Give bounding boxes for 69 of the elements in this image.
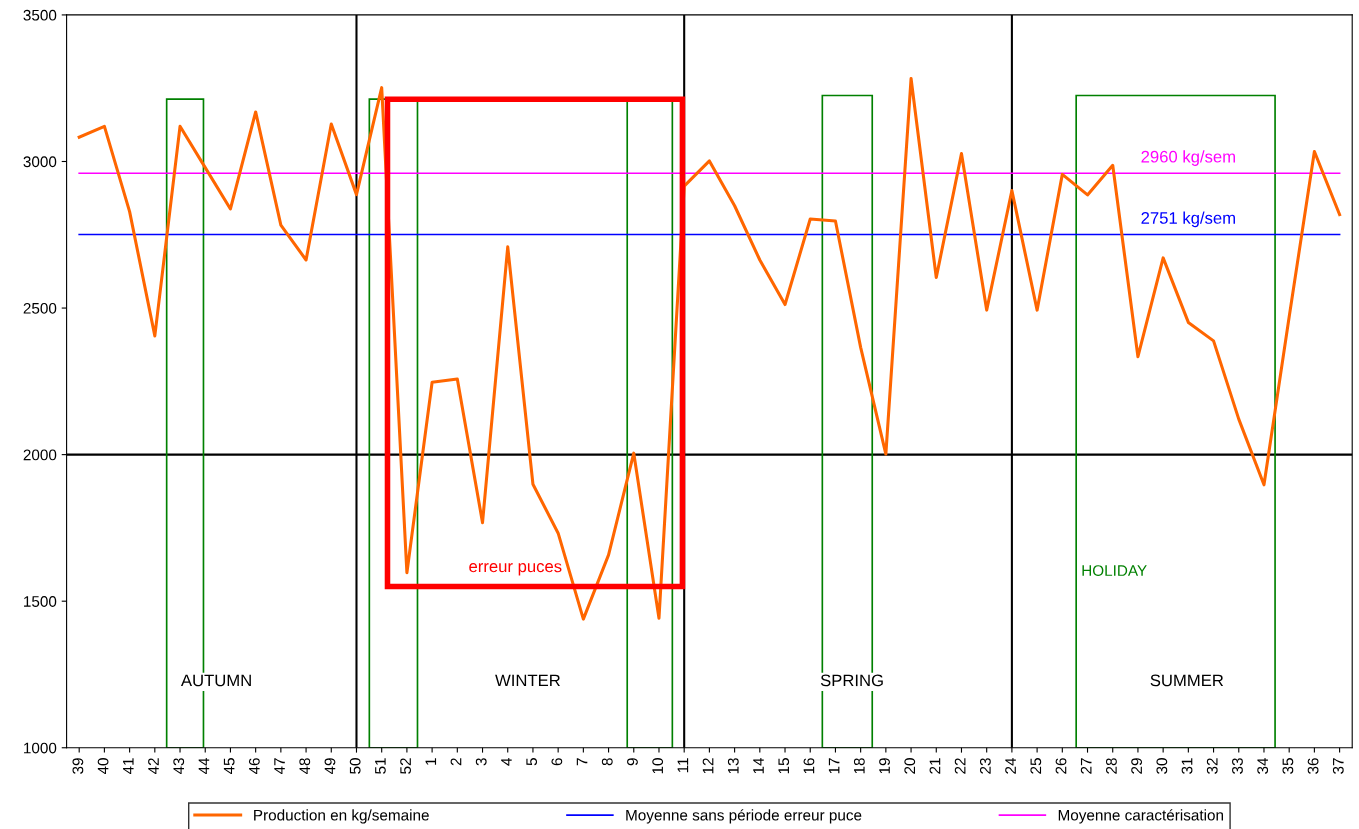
annotation: SUMMER bbox=[1150, 674, 1224, 687]
x-tick-label: 44 bbox=[198, 757, 210, 775]
annotation: AUTUMN bbox=[180, 674, 251, 687]
y-tick-label: 2000 bbox=[23, 449, 57, 461]
y-tick-label: 1000 bbox=[24, 742, 57, 754]
y-tick-label: 3000 bbox=[23, 156, 57, 168]
x-tick-label: 8 bbox=[601, 758, 613, 766]
x-tick-label: 24 bbox=[1005, 757, 1016, 774]
y-tick-label: 1500 bbox=[24, 596, 57, 607]
x-tick-label: 49 bbox=[324, 758, 336, 775]
x-tick-label: 28 bbox=[1106, 758, 1117, 774]
x-tick-label: 40 bbox=[97, 758, 109, 775]
x-tick-label: 47 bbox=[274, 758, 285, 775]
x-tick-label: 11 bbox=[677, 758, 689, 773]
annotation: SPRING bbox=[820, 674, 883, 687]
x-tick-label: 42 bbox=[148, 758, 159, 775]
annotation: erreur puces bbox=[469, 563, 562, 576]
x-tick-label: 2 bbox=[450, 758, 462, 766]
annotation: 2751 kg/sem bbox=[1141, 211, 1235, 228]
legend-label: Moyenne sans période erreur puce bbox=[626, 809, 862, 824]
x-tick-label: 32 bbox=[1206, 758, 1218, 774]
x-tick-label: 15 bbox=[778, 758, 790, 774]
x-tick-label: 33 bbox=[1232, 758, 1243, 774]
x-tick-label: 23 bbox=[979, 758, 991, 774]
x-tick-label: 41 bbox=[123, 758, 134, 775]
annotation: 2960 kg/sem bbox=[1141, 150, 1235, 166]
x-tick-label: 39 bbox=[72, 758, 84, 774]
x-tick-label: 45 bbox=[223, 758, 235, 775]
x-tick-label: 26 bbox=[1055, 758, 1067, 774]
x-tick-label: 21 bbox=[929, 758, 941, 774]
legend-label: Moyenne caractérisation bbox=[1058, 809, 1223, 824]
x-tick-label: 4 bbox=[501, 757, 512, 766]
x-tick-label: 10 bbox=[652, 758, 664, 774]
y-tick-label: 2500 bbox=[23, 302, 57, 314]
x-tick-label: 3 bbox=[475, 758, 487, 766]
x-tick-label: 51 bbox=[375, 758, 386, 774]
x-tick-label: 31 bbox=[1181, 758, 1193, 774]
x-tick-label: 18 bbox=[853, 758, 865, 774]
x-tick-label: 34 bbox=[1257, 757, 1269, 774]
x-tick-label: 12 bbox=[702, 758, 714, 774]
legend-label: Production en kg/semaine bbox=[254, 809, 429, 824]
y-tick-label: 3500 bbox=[23, 9, 57, 21]
x-tick-label: 29 bbox=[1131, 758, 1143, 774]
x-tick-label: 46 bbox=[248, 758, 260, 775]
x-tick-label: 16 bbox=[803, 758, 815, 774]
x-tick-label: 20 bbox=[904, 758, 916, 774]
line-series bbox=[77, 77, 1342, 621]
x-tick-label: 27 bbox=[1080, 758, 1092, 774]
x-tick-label: 13 bbox=[727, 758, 739, 774]
x-tick-label: 7 bbox=[576, 758, 588, 766]
x-tick-label: 52 bbox=[400, 758, 411, 774]
x-tick-label: 1 bbox=[425, 758, 437, 765]
x-tick-label: 14 bbox=[753, 757, 764, 774]
x-tick-label: 25 bbox=[1030, 758, 1042, 774]
x-tick-label: 37 bbox=[1332, 758, 1344, 774]
x-tick-label: 9 bbox=[627, 758, 638, 766]
x-tick-label: 43 bbox=[173, 758, 185, 775]
x-tick-label: 50 bbox=[349, 758, 361, 774]
x-tick-label: 35 bbox=[1282, 758, 1294, 774]
x-tick-label: 30 bbox=[1156, 758, 1168, 774]
x-tick-label: 6 bbox=[551, 758, 563, 766]
x-tick-label: 48 bbox=[299, 758, 311, 775]
x-tick-label: 22 bbox=[954, 758, 966, 774]
x-tick-label: 17 bbox=[828, 758, 840, 774]
x-tick-label: 36 bbox=[1307, 758, 1319, 774]
annotation: WINTER bbox=[495, 674, 560, 687]
x-tick-label: 5 bbox=[526, 758, 538, 766]
annotation: HOLIDAY bbox=[1082, 565, 1147, 576]
x-tick-label: 19 bbox=[879, 758, 890, 774]
